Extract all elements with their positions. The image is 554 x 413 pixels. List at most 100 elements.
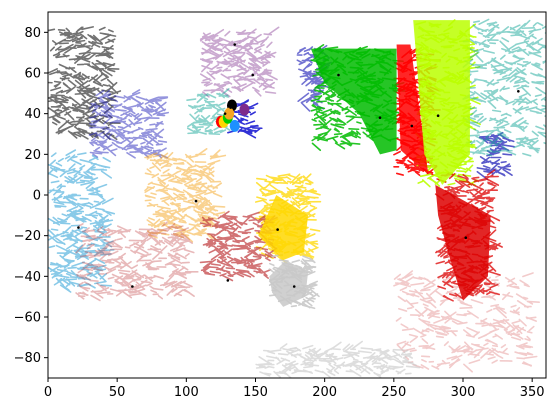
region-stroke <box>492 318 506 325</box>
region-stroke <box>101 249 111 256</box>
region-stroke <box>428 314 441 319</box>
region-stroke <box>48 217 61 226</box>
region-stroke <box>74 207 84 214</box>
region-stroke <box>230 39 242 44</box>
region-stroke <box>333 361 346 371</box>
region-stroke <box>191 124 199 132</box>
region-stroke <box>351 134 358 139</box>
region-stroke <box>502 318 515 329</box>
region-stroke <box>215 267 224 271</box>
region-stroke <box>435 260 446 265</box>
region-stroke <box>114 108 127 112</box>
region-stroke <box>51 271 59 279</box>
region-stroke <box>529 109 540 114</box>
region-stroke <box>97 194 105 200</box>
region-stroke <box>442 280 454 289</box>
region-stroke <box>216 92 230 98</box>
region-stroke <box>57 217 66 222</box>
region-stroke <box>456 313 467 317</box>
region-stroke <box>249 111 256 116</box>
region-stroke <box>72 109 79 112</box>
region-stroke <box>235 59 246 65</box>
region-stroke <box>254 241 262 244</box>
region-stroke <box>100 249 115 252</box>
region-stroke <box>89 141 94 147</box>
region-stroke <box>508 68 517 77</box>
region-stroke <box>178 158 187 162</box>
region-stroke <box>489 215 501 222</box>
region-stroke <box>163 212 170 218</box>
region-stroke <box>481 198 492 206</box>
region-stroke <box>222 215 234 224</box>
region-stroke <box>500 160 507 164</box>
region-stroke <box>232 50 240 54</box>
region-stroke <box>268 268 275 274</box>
region-stroke <box>128 292 143 297</box>
region-stroke <box>288 366 296 371</box>
region-stroke <box>204 43 217 51</box>
region-stroke <box>253 262 263 267</box>
region-stroke <box>402 155 409 161</box>
marker-point-3 <box>378 116 382 120</box>
region-stroke <box>233 54 242 61</box>
region-stroke <box>162 168 170 174</box>
region-stroke <box>172 264 177 269</box>
region-stroke <box>398 307 408 312</box>
region-stroke <box>178 220 187 224</box>
region-stroke <box>78 223 84 227</box>
region-stroke <box>70 227 83 234</box>
region-stroke <box>78 281 84 286</box>
region-stroke <box>528 51 542 58</box>
region-stroke <box>89 116 97 119</box>
region-stroke <box>200 51 211 54</box>
region-stroke <box>248 242 254 246</box>
region-stroke <box>170 236 183 247</box>
region-stroke <box>89 126 99 129</box>
region-stroke <box>143 274 154 282</box>
region-stroke <box>86 63 99 71</box>
region-stroke <box>179 213 188 222</box>
region-stroke <box>204 36 216 42</box>
region-stroke <box>315 100 328 103</box>
region-stroke <box>210 234 217 241</box>
region-stroke <box>126 279 135 286</box>
region-stroke <box>497 132 510 139</box>
region-stroke <box>161 197 171 203</box>
region-stroke <box>327 101 334 106</box>
region-stroke <box>514 68 526 76</box>
region-stroke <box>212 105 221 111</box>
region-stroke <box>210 263 222 267</box>
region-stroke <box>254 235 261 241</box>
region-stroke <box>425 343 435 350</box>
region-stroke <box>421 358 427 363</box>
region-stroke <box>484 28 495 38</box>
region-stroke <box>233 78 241 86</box>
region-stroke <box>331 348 341 351</box>
region-stroke <box>198 206 205 209</box>
region-stroke <box>134 289 147 297</box>
region-stroke <box>458 350 473 353</box>
region-stroke <box>361 367 371 375</box>
region-stroke <box>127 275 135 279</box>
region-stroke <box>88 255 97 259</box>
region-stroke <box>207 185 219 189</box>
region-stroke <box>55 244 69 252</box>
region-stroke <box>123 112 133 118</box>
region-stroke <box>385 356 392 361</box>
region-stroke <box>223 45 231 52</box>
marker-point-9 <box>77 226 80 229</box>
region-stroke <box>120 261 130 268</box>
region-stroke <box>129 145 140 151</box>
region-stroke <box>49 46 56 52</box>
region-stroke <box>142 138 154 146</box>
region-stroke <box>134 148 144 153</box>
region-stroke <box>488 21 497 27</box>
region-stroke <box>213 83 221 86</box>
region-stroke <box>56 115 66 121</box>
region-stroke <box>462 190 470 194</box>
region-stroke <box>144 276 153 280</box>
region-stroke <box>201 59 213 64</box>
region-stroke <box>150 192 157 196</box>
region-stroke <box>505 324 511 330</box>
region-stroke <box>516 357 526 360</box>
